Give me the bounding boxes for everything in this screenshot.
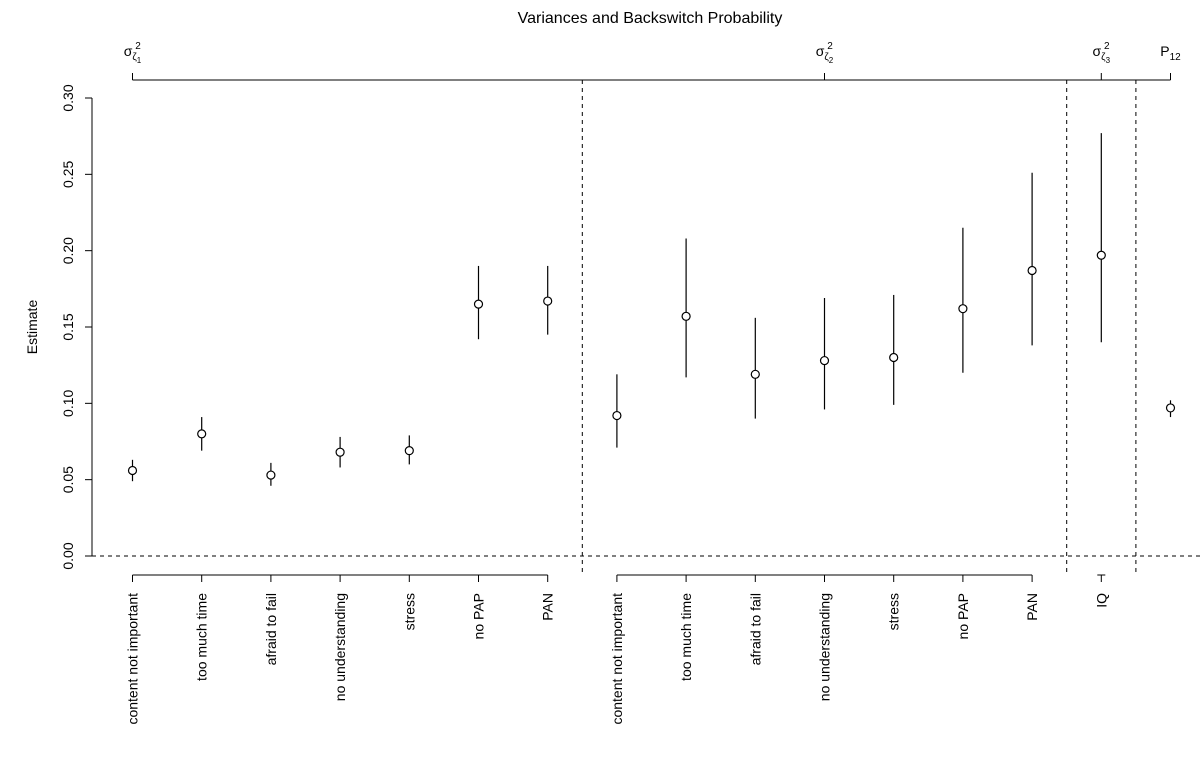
x-tick-label: stress	[886, 593, 902, 630]
x-tick-label: no PAP	[955, 593, 971, 639]
y-tick-label: 0.25	[60, 160, 76, 187]
point-estimate	[197, 429, 207, 439]
point-estimate	[404, 446, 414, 456]
y-tick-label: 0.20	[60, 237, 76, 264]
x-tick-label: IQ	[1093, 593, 1109, 608]
point-estimate	[266, 470, 276, 480]
x-tick-label: content not important	[125, 593, 141, 725]
group-label: σζ22	[816, 41, 834, 65]
point-estimate	[335, 447, 345, 457]
point-estimate	[543, 296, 553, 306]
x-tick-label: content not important	[609, 593, 625, 725]
top-axis: σζ12 σζ22 σζ32 P12	[124, 41, 1181, 81]
x-tick-label: too much time	[194, 593, 210, 681]
point-estimate	[1165, 403, 1176, 413]
y-axis-label: Estimate	[24, 300, 40, 355]
point-estimate	[1027, 265, 1037, 276]
bottom-axes: content not important too much time afraid…	[125, 574, 1109, 725]
x-tick-label: no understanding	[332, 593, 348, 701]
point-estimate	[127, 465, 138, 476]
x-tick-label: no understanding	[817, 593, 833, 701]
x-tick-label: afraid to fail	[263, 593, 279, 665]
y-axis: 0.00 0.05 0.10 0.15 0.20 0.25 0.30	[60, 84, 93, 570]
x-tick-label: stress	[401, 593, 417, 630]
point-estimate	[750, 369, 760, 379]
chart-title: Variances and Backswitch Probability	[518, 10, 783, 27]
group-label: σζ12	[124, 41, 142, 65]
y-tick-label: 0.05	[60, 466, 76, 493]
x-tick-label: PAN	[540, 593, 556, 621]
point-estimate	[1096, 250, 1106, 260]
group-label: σζ32	[1093, 41, 1111, 65]
point-estimate	[889, 352, 899, 363]
chart-marks	[127, 133, 1176, 486]
point-estimate	[473, 299, 484, 309]
y-tick-label: 0.30	[60, 84, 76, 111]
x-tick-label: PAN	[1024, 593, 1040, 621]
y-tick-label: 0.00	[60, 542, 76, 569]
group-separators	[581, 80, 1137, 576]
x-tick-label: afraid to fail	[747, 593, 763, 665]
x-tick-label: too much time	[678, 593, 694, 681]
x-tick-label: no PAP	[471, 593, 487, 639]
y-tick-label: 0.15	[60, 313, 76, 340]
point-estimate	[819, 355, 830, 366]
point-estimate	[681, 311, 691, 321]
point-estimate	[612, 410, 622, 421]
group-label: P12	[1160, 43, 1181, 63]
point-estimate	[958, 304, 968, 314]
y-tick-label: 0.10	[60, 389, 76, 416]
